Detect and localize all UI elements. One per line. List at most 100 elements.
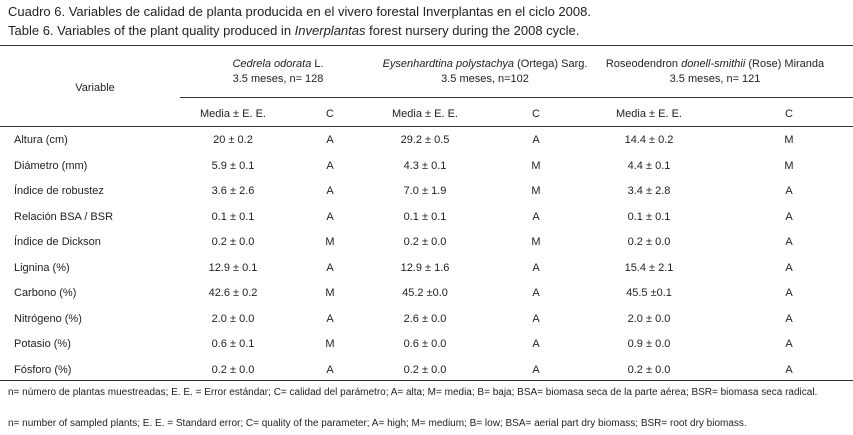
- cell: M: [325, 338, 335, 350]
- top-rule: [0, 45, 853, 46]
- group-detail: 3.5 meses, n= 121: [669, 73, 761, 85]
- cell: 0.2 ± 0.0: [403, 363, 447, 376]
- cell: 0.2 ± 0.0: [627, 236, 671, 248]
- cell: 12.9 ± 1.6: [400, 261, 450, 274]
- cell: 14.4 ± 0.2: [624, 134, 674, 146]
- cell: A: [326, 363, 334, 376]
- cell: M: [784, 159, 794, 172]
- text-segment: Roseodendron: [605, 58, 682, 70]
- text-segment: Eysenhardtina polystachya: [382, 58, 515, 70]
- text-segment: donell-smithii: [681, 58, 746, 70]
- cell: A: [785, 236, 793, 248]
- cell: A: [532, 287, 540, 299]
- cell: 3.6 ± 2.6: [211, 185, 255, 197]
- text-segment: (Rose) Miranda: [745, 58, 825, 70]
- cell: A: [532, 363, 540, 376]
- text-segment: Table 6. Variables of the plant quality …: [8, 23, 295, 38]
- column-header: C: [326, 108, 334, 120]
- cell: A: [532, 261, 540, 274]
- row-label: Índice de Dickson: [14, 236, 101, 248]
- cell: 0.1 ± 0.1: [403, 210, 447, 223]
- text-segment: forest nursery during the 2008 cycle.: [365, 23, 580, 38]
- cell: 0.6 ± 0.0: [403, 338, 447, 350]
- row-label: Índice de robustez: [14, 185, 104, 197]
- cell: A: [785, 338, 793, 350]
- cell: M: [531, 185, 541, 197]
- cell: 0.2 ± 0.0: [627, 363, 671, 376]
- group-name: Cedrela odorata L.: [232, 58, 323, 70]
- group-detail: 3.5 meses, n=102: [441, 73, 529, 85]
- bottom-rule: [0, 380, 853, 381]
- cell: A: [326, 159, 334, 172]
- row-label: Carbono (%): [14, 287, 77, 299]
- cell: A: [326, 312, 334, 325]
- row-label: Potasio (%): [14, 338, 71, 350]
- group-rule: [180, 97, 853, 98]
- column-header: Media ± E. E.: [200, 108, 266, 120]
- cell: 2.6 ± 0.0: [403, 312, 447, 325]
- cell: 3.4 ± 2.8: [627, 185, 671, 197]
- cell: 12.9 ± 0.1: [208, 261, 258, 274]
- row-label: Fósforo (%): [14, 363, 72, 376]
- cell: A: [532, 210, 540, 223]
- cell: A: [785, 363, 793, 376]
- cell: M: [784, 134, 794, 146]
- text-segment: Inverplantas: [294, 23, 366, 38]
- cell: 7.0 ± 1.9: [403, 185, 447, 197]
- cell: M: [325, 287, 335, 299]
- header-rule: [0, 126, 853, 127]
- cell: A: [785, 287, 793, 299]
- text-segment: L.: [311, 58, 324, 70]
- text-segment: (Ortega) Sarg.: [514, 58, 588, 70]
- cell: A: [785, 261, 793, 274]
- cell: 2.0 ± 0.0: [627, 312, 671, 325]
- cell: 4.3 ± 0.1: [403, 159, 447, 172]
- cell: A: [326, 134, 334, 146]
- row-label: Altura (cm): [14, 134, 68, 146]
- cell: A: [326, 185, 334, 197]
- cell: A: [532, 134, 540, 146]
- text-segment: Cedrela odorata: [232, 58, 312, 70]
- cell: M: [531, 159, 541, 172]
- column-header: C: [532, 108, 540, 120]
- row-label: Relación BSA / BSR: [14, 210, 114, 223]
- cell: 4.4 ± 0.1: [627, 159, 671, 172]
- cell: M: [531, 236, 541, 248]
- cell: 0.2 ± 0.0: [211, 363, 255, 376]
- cell: 0.9 ± 0.0: [627, 338, 671, 350]
- cell: 45.5 ±0.1: [626, 287, 672, 299]
- row-label: Nitrógeno (%): [14, 312, 82, 325]
- cell: 45.2 ±0.0: [402, 287, 448, 299]
- group-name: Roseodendron donell-smithii (Rose) Miran…: [606, 58, 824, 70]
- cell: 0.2 ± 0.0: [211, 236, 255, 248]
- footnote: n= number of sampled plants; E. E. = Sta…: [8, 418, 747, 429]
- cell: A: [326, 261, 334, 274]
- cell: 29.2 ± 0.5: [400, 134, 450, 146]
- row-label: Diámetro (mm): [14, 159, 88, 172]
- column-header: Media ± E. E.: [392, 108, 458, 120]
- cell: 0.1 ± 0.1: [627, 210, 671, 223]
- text-segment: Cuadro 6. Variables de calidad de planta…: [8, 4, 591, 19]
- cell: A: [532, 312, 540, 325]
- column-header: C: [785, 108, 793, 120]
- cell: A: [785, 185, 793, 197]
- cell: M: [325, 236, 335, 248]
- cell: A: [785, 312, 793, 325]
- variable-header: Variable: [75, 82, 115, 94]
- cell: 2.0 ± 0.0: [211, 312, 255, 325]
- row-label: Lignina (%): [14, 261, 70, 274]
- cell: 42.6 ± 0.2: [208, 287, 258, 299]
- column-header: Media ± E. E.: [616, 108, 682, 120]
- group-detail: 3.5 meses, n= 128: [232, 73, 324, 85]
- cell: 20 ± 0.2: [213, 134, 253, 146]
- cell: A: [785, 210, 793, 223]
- cell: 0.6 ± 0.1: [211, 338, 255, 350]
- cell: 5.9 ± 0.1: [211, 159, 255, 172]
- cell: 0.2 ± 0.0: [403, 236, 447, 248]
- cell: 15.4 ± 2.1: [624, 261, 674, 274]
- caption-es: Cuadro 6. Variables de calidad de planta…: [8, 4, 591, 19]
- group-name: Eysenhardtina polystachya (Ortega) Sarg.: [383, 58, 588, 70]
- footnote: n= número de plantas muestreadas; E. E. …: [8, 387, 818, 398]
- cell: A: [532, 338, 540, 350]
